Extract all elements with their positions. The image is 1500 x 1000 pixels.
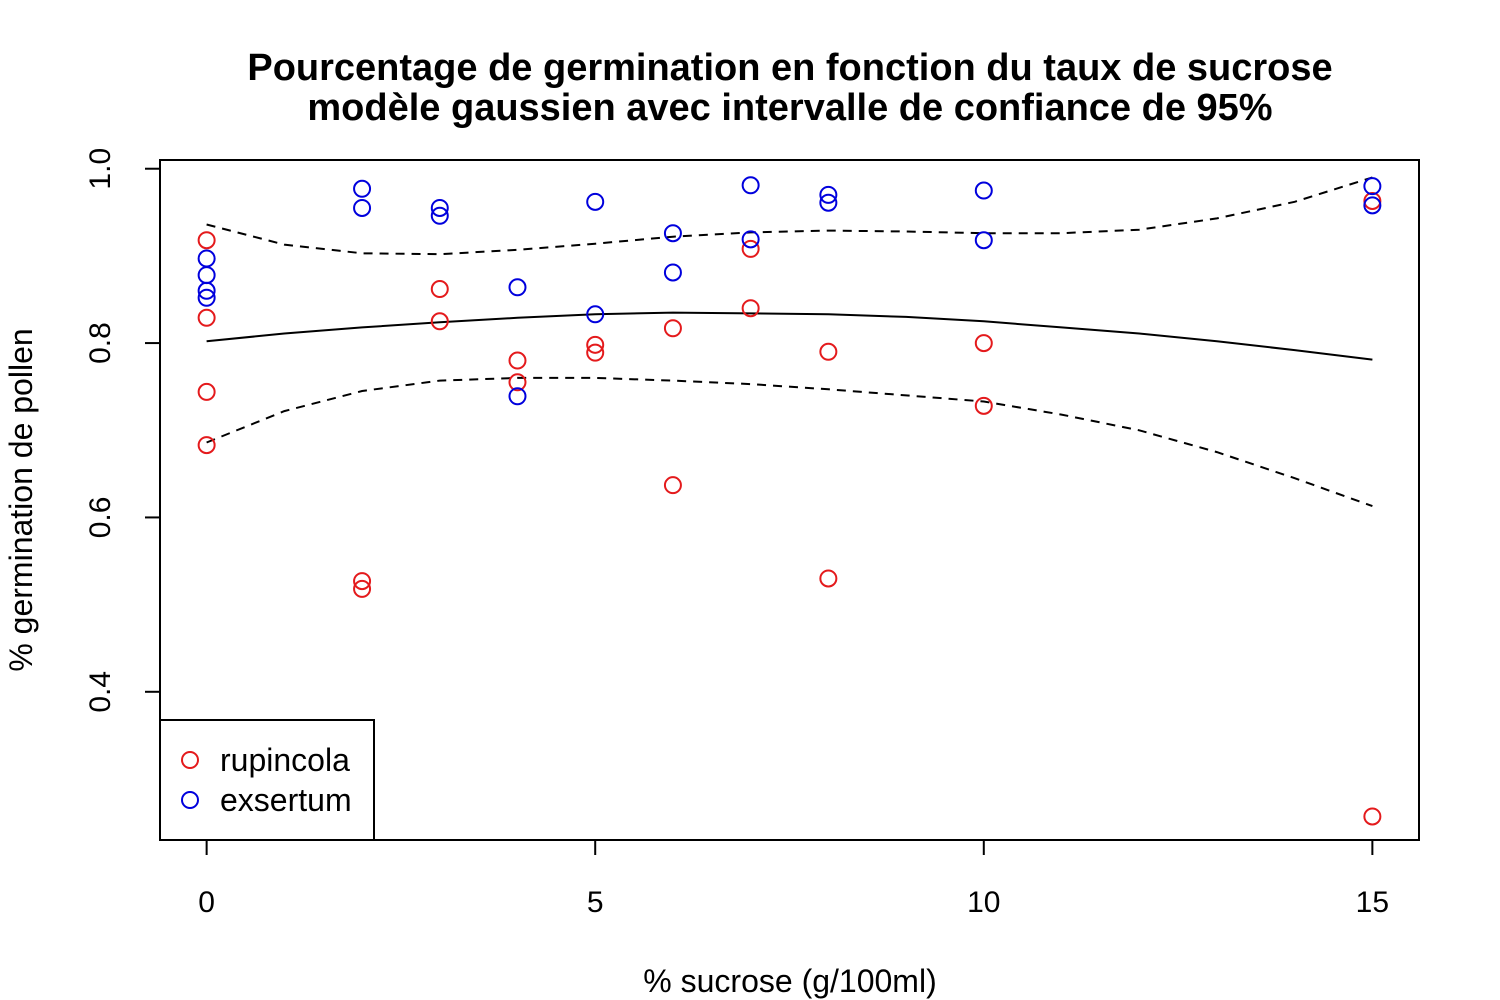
point-rupincola <box>741 299 760 318</box>
point-exsertum <box>430 206 449 225</box>
point-exsertum <box>1363 196 1382 215</box>
point-exsertum <box>974 231 993 250</box>
legend-label-exsertum: exsertum <box>220 782 352 818</box>
point-rupincola <box>197 436 216 455</box>
point-rupincola <box>197 308 216 327</box>
point-exsertum <box>197 266 216 285</box>
point-rupincola <box>508 351 527 370</box>
point-rupincola <box>663 476 682 495</box>
point-exsertum <box>819 185 838 204</box>
model-fit-lines <box>206 176 1373 508</box>
point-rupincola <box>819 342 838 361</box>
point-rupincola <box>1363 191 1382 210</box>
point-exsertum <box>197 288 216 307</box>
legend: rupincola exsertum <box>159 719 375 841</box>
point-exsertum <box>197 249 216 268</box>
fit-line <box>206 311 1373 361</box>
point-exsertum <box>741 176 760 195</box>
point-rupincola <box>1363 807 1382 826</box>
point-exsertum <box>663 263 682 282</box>
x-tick-label: 0 <box>198 886 215 919</box>
chart-subtitle: modèle gaussien avec intervalle de confi… <box>307 87 1272 129</box>
point-rupincola <box>586 343 605 362</box>
point-exsertum <box>974 181 993 200</box>
point-exsertum <box>353 198 372 217</box>
legend-marker-rupincola <box>181 751 199 769</box>
x-tick-label: 5 <box>587 886 604 919</box>
point-rupincola <box>430 312 449 331</box>
legend-marker-exsertum <box>181 791 199 809</box>
point-rupincola <box>586 335 605 354</box>
y-tick-label: 1.0 <box>84 148 117 190</box>
point-exsertum <box>508 387 527 406</box>
point-rupincola <box>197 382 216 401</box>
point-rupincola <box>741 239 760 258</box>
legend-label-rupincola: rupincola <box>220 742 350 778</box>
ci-upper-line <box>206 176 1373 256</box>
x-tick-label: 15 <box>1356 886 1389 919</box>
point-rupincola <box>974 334 993 353</box>
point-exsertum <box>586 192 605 211</box>
point-rupincola <box>508 373 527 392</box>
x-axis-label: % sucrose (g/100ml) <box>643 963 936 999</box>
point-exsertum <box>1363 177 1382 196</box>
y-tick-label: 0.4 <box>84 671 117 713</box>
point-exsertum <box>663 224 682 243</box>
data-points <box>197 176 1382 826</box>
point-rupincola <box>197 231 216 250</box>
legend-box <box>159 719 375 841</box>
ci-lower-line <box>206 376 1373 508</box>
y-axis-label: % germination de pollen <box>3 328 39 671</box>
point-exsertum <box>586 305 605 324</box>
point-exsertum <box>430 198 449 217</box>
chart-title: Pourcentage de germination en fonction d… <box>247 47 1332 89</box>
point-exsertum <box>819 193 838 212</box>
point-exsertum <box>197 281 216 300</box>
point-rupincola <box>353 572 372 591</box>
x-tick-label: 10 <box>967 886 1000 919</box>
y-tick-label: 0.6 <box>84 497 117 539</box>
point-exsertum <box>741 230 760 249</box>
point-rupincola <box>819 569 838 588</box>
axes: 0 5 10 15 0.4 0.6 0.8 1.0 <box>84 148 1389 919</box>
point-rupincola <box>974 396 993 415</box>
point-rupincola <box>663 319 682 338</box>
point-exsertum <box>353 179 372 198</box>
y-tick-label: 0.8 <box>84 322 117 364</box>
point-rupincola <box>353 579 372 598</box>
point-rupincola <box>430 280 449 299</box>
point-exsertum <box>508 278 527 297</box>
